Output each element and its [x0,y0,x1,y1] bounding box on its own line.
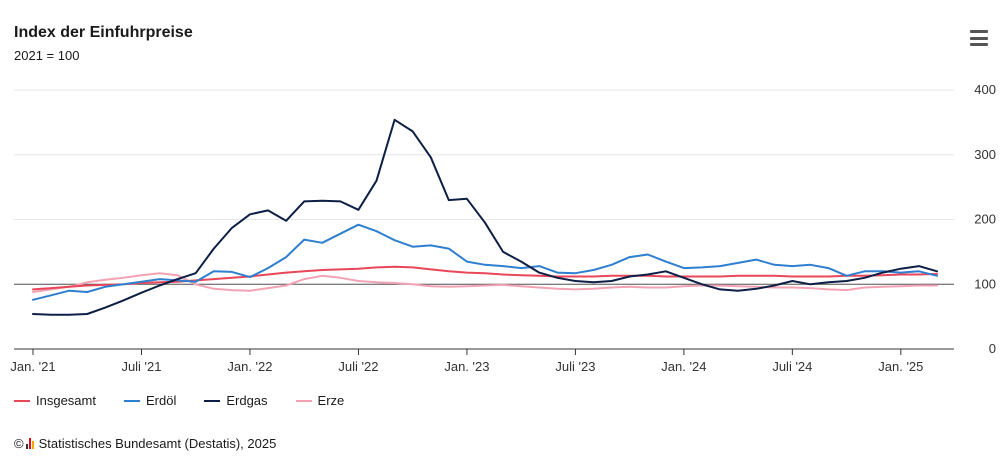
x-tick-label: Juli '24 [772,359,812,374]
menu-bar [970,43,988,46]
series-line-erdöl[interactable] [32,223,938,301]
y-tick-label: 100 [974,276,996,291]
x-tick-label: Juli '23 [555,359,595,374]
y-tick-label: 300 [974,147,996,162]
grid-lines [14,89,954,350]
legend-item-erze[interactable]: Erze [295,393,345,408]
legend-swatch [295,399,312,402]
legend-label: Erdgas [226,393,268,408]
legend-item-erdgas[interactable]: Erdgas [204,393,268,408]
legend-label: Erdöl [145,393,177,408]
legend-swatch [14,399,30,402]
legend-label: Insgesamt [36,393,96,408]
copyright-symbol: © [14,436,24,451]
series-line-erze[interactable] [32,272,938,293]
x-tick-label: Jan. '24 [661,359,706,374]
y-tick-label: 200 [974,212,996,227]
x-tick-label: Jan. '21 [10,359,55,374]
y-tick-label: 0 [989,341,996,356]
legend-swatch [123,399,140,402]
x-tick-label: Juli '21 [121,359,161,374]
x-tick-label: Jan. '23 [444,359,489,374]
legend-item-insgesamt[interactable]: Insgesamt [14,393,96,408]
hamburger-menu-icon[interactable] [970,30,988,46]
x-tick-label: Jan. '25 [878,359,923,374]
series-lines [32,118,938,316]
source-credit: © Statistisches Bundesamt (Destatis), 20… [14,436,276,451]
legend-label: Erze [317,393,345,408]
legend-swatch [204,399,221,402]
x-axis: Jan. '21 Juli '21 Jan. '22 Juli '22 Jan. '23… [10,349,923,374]
x-tick-label: Jan. '22 [227,359,272,374]
menu-bar [970,30,988,33]
chart-subtitle: 2021 = 100 [14,48,80,63]
y-axis: 0 100 200 300 400 [974,82,996,356]
legend-item-erdöl[interactable]: Erdöl [123,393,177,408]
series-line-erdgas[interactable] [32,118,938,316]
chart-title: Index der Einfuhrpreise [14,24,193,41]
legend: Insgesamt Erdöl Erdgas Erze [14,393,372,408]
destatis-logo-icon [25,438,35,449]
x-tick-label: Juli '22 [338,359,378,374]
source-text: Statistisches Bundesamt (Destatis), 2025 [38,436,277,451]
y-tick-label: 400 [974,82,996,97]
menu-bar [970,36,988,40]
